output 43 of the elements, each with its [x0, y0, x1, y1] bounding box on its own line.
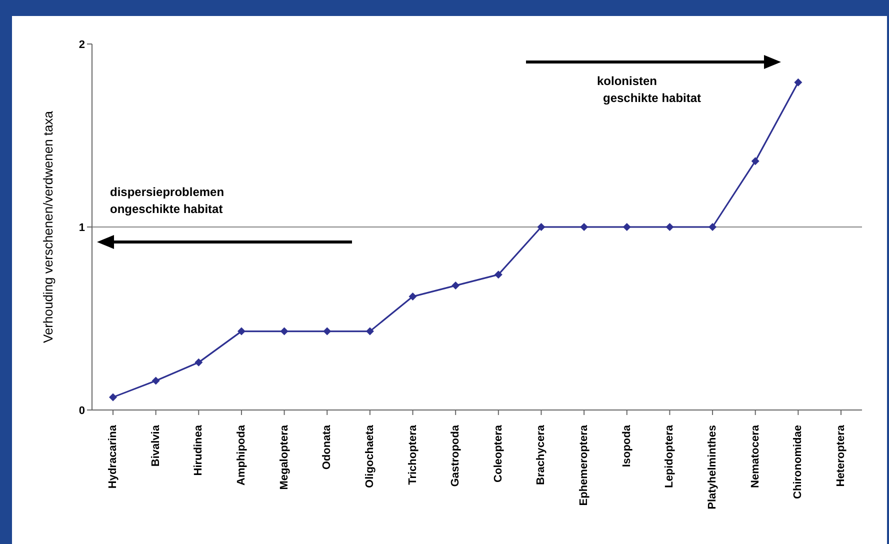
annotation: geschikte habitat	[603, 90, 702, 107]
point	[751, 157, 760, 166]
x-tick-label: Trichoptera	[406, 424, 419, 485]
point	[237, 327, 246, 336]
x-tick-label: Isopoda	[620, 424, 633, 468]
annotation: ongeschikte habitat	[110, 201, 224, 218]
y-axis-title: Verhouding verschenen/verdwenen taxa	[40, 110, 56, 343]
y-tick-label: 2	[78, 38, 85, 51]
x-tick-label: Bivalvia	[150, 424, 162, 467]
x-tick-label: Oligochaeta	[364, 424, 376, 488]
x-tick-label: Megaloptera	[278, 424, 290, 490]
y-tick-label: 0	[78, 404, 85, 417]
x-tick-label: Ephemeroptera	[578, 424, 590, 506]
x-tick-label: Brachycera	[535, 424, 548, 485]
point	[666, 223, 674, 231]
point	[794, 78, 802, 86]
point	[280, 327, 288, 336]
point	[194, 358, 203, 366]
x-tick-label: Nematocera	[749, 424, 762, 488]
x-tick-label: Hirudinea	[192, 424, 205, 476]
x-tick-label: Platyhelminthes	[706, 425, 719, 510]
point	[152, 376, 160, 385]
x-tick-label: Gastropoda	[450, 424, 462, 487]
point	[580, 223, 588, 231]
point	[452, 282, 460, 290]
point	[537, 223, 546, 231]
point	[708, 223, 717, 231]
point	[109, 393, 117, 402]
point	[323, 327, 332, 336]
x-tick-label: Coleoptera	[492, 424, 504, 482]
x-tick-label: Hydracarina	[107, 424, 119, 489]
x-tick-label: Amphipoda	[235, 424, 248, 486]
point	[494, 270, 502, 279]
annotation: kolonisten	[597, 73, 658, 90]
x-tick-label: Chironomidae	[792, 425, 804, 499]
point	[408, 292, 417, 301]
x-tick-label: Odonata	[321, 424, 334, 470]
annotation: dispersieproblemen	[110, 184, 224, 201]
point	[622, 223, 631, 231]
point	[366, 327, 374, 336]
x-tick-label: Lepidoptera	[664, 424, 676, 488]
x-tick-label: Heteroptera	[835, 424, 847, 487]
y-tick-label: 1	[78, 222, 85, 234]
